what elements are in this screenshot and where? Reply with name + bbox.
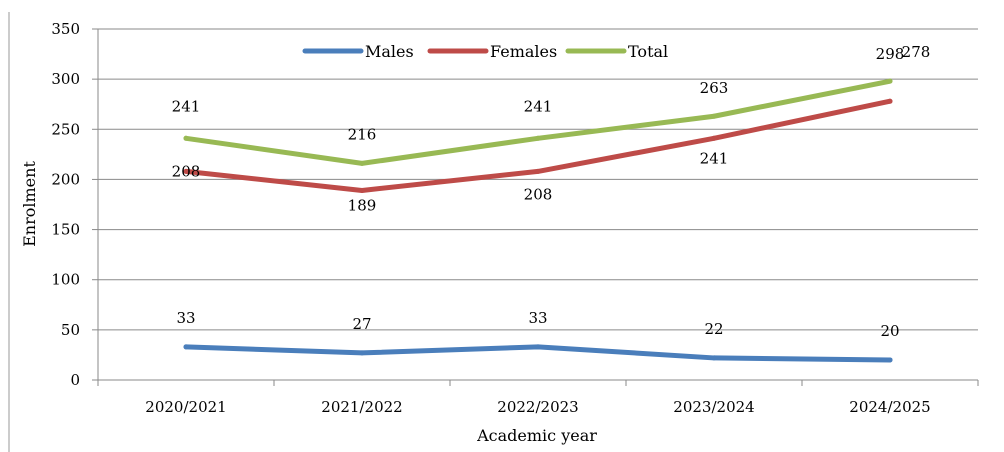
data-point-total (359, 160, 365, 166)
gridlines (98, 28, 978, 331)
data-label-total: 298 (876, 45, 905, 63)
y-tick-label-150: 150 (51, 221, 80, 239)
data-point-females (711, 135, 717, 141)
y-tick-label-50: 50 (61, 321, 80, 339)
y-tick-label-100: 100 (51, 271, 80, 289)
data-label-females: 278 (902, 43, 931, 61)
data-point-females (887, 98, 893, 104)
data-label-males: 22 (704, 320, 723, 338)
data-point-males (535, 344, 541, 350)
data-label-males: 33 (528, 309, 547, 327)
y-axis-title: Enrolment (20, 161, 39, 247)
data-label-total: 241 (524, 97, 553, 115)
data-label-females: 208 (524, 185, 553, 203)
data-label-females: 208 (172, 162, 201, 180)
x-tick-label: 2020/2021 (145, 398, 226, 416)
legend-label-total: Total (628, 42, 668, 61)
data-point-total (535, 135, 541, 141)
y-tick-label-200: 200 (51, 170, 80, 188)
axes: 0 50 100 150 200 250 300 350 2020/2021 2021/2022 2… (51, 20, 979, 416)
data-label-females: 241 (700, 149, 729, 167)
legend-label-females: Females (490, 42, 557, 61)
data-label-total: 216 (348, 125, 377, 143)
legend-label-males: Males (365, 42, 414, 61)
data-point-males (183, 344, 189, 350)
data-label-females: 189 (348, 196, 377, 214)
y-tick-label-0: 0 (70, 371, 80, 389)
x-axis-title: Academic year (476, 426, 597, 445)
data-point-total (887, 78, 893, 84)
data-point-females (359, 187, 365, 193)
data-label-total: 241 (172, 97, 201, 115)
x-tick-label: 2024/2025 (849, 398, 930, 416)
data-point-males (887, 357, 893, 363)
legend: Males Females Total (302, 42, 668, 61)
x-tick-label: 2023/2024 (673, 398, 754, 416)
data-point-total (183, 135, 189, 141)
data-point-males (359, 350, 365, 356)
y-tick-label-350: 350 (51, 20, 80, 38)
y-tick-label-250: 250 (51, 120, 80, 138)
data-point-females (535, 168, 541, 174)
data-label-males: 20 (880, 322, 899, 340)
data-label-males: 33 (176, 309, 195, 327)
x-tick-label: 2022/2023 (497, 398, 578, 416)
data-point-males (711, 355, 717, 361)
x-tick-label: 2021/2022 (321, 398, 402, 416)
data-point-total (711, 113, 717, 119)
data-point-females (183, 168, 189, 174)
series-lines (183, 78, 893, 363)
data-labels: 33 27 33 22 20 208 189 208 241 278 241 216 241 263 298 (172, 43, 931, 340)
data-label-males: 27 (352, 315, 371, 333)
data-label-total: 263 (700, 79, 729, 97)
y-tick-label-300: 300 (51, 70, 80, 88)
